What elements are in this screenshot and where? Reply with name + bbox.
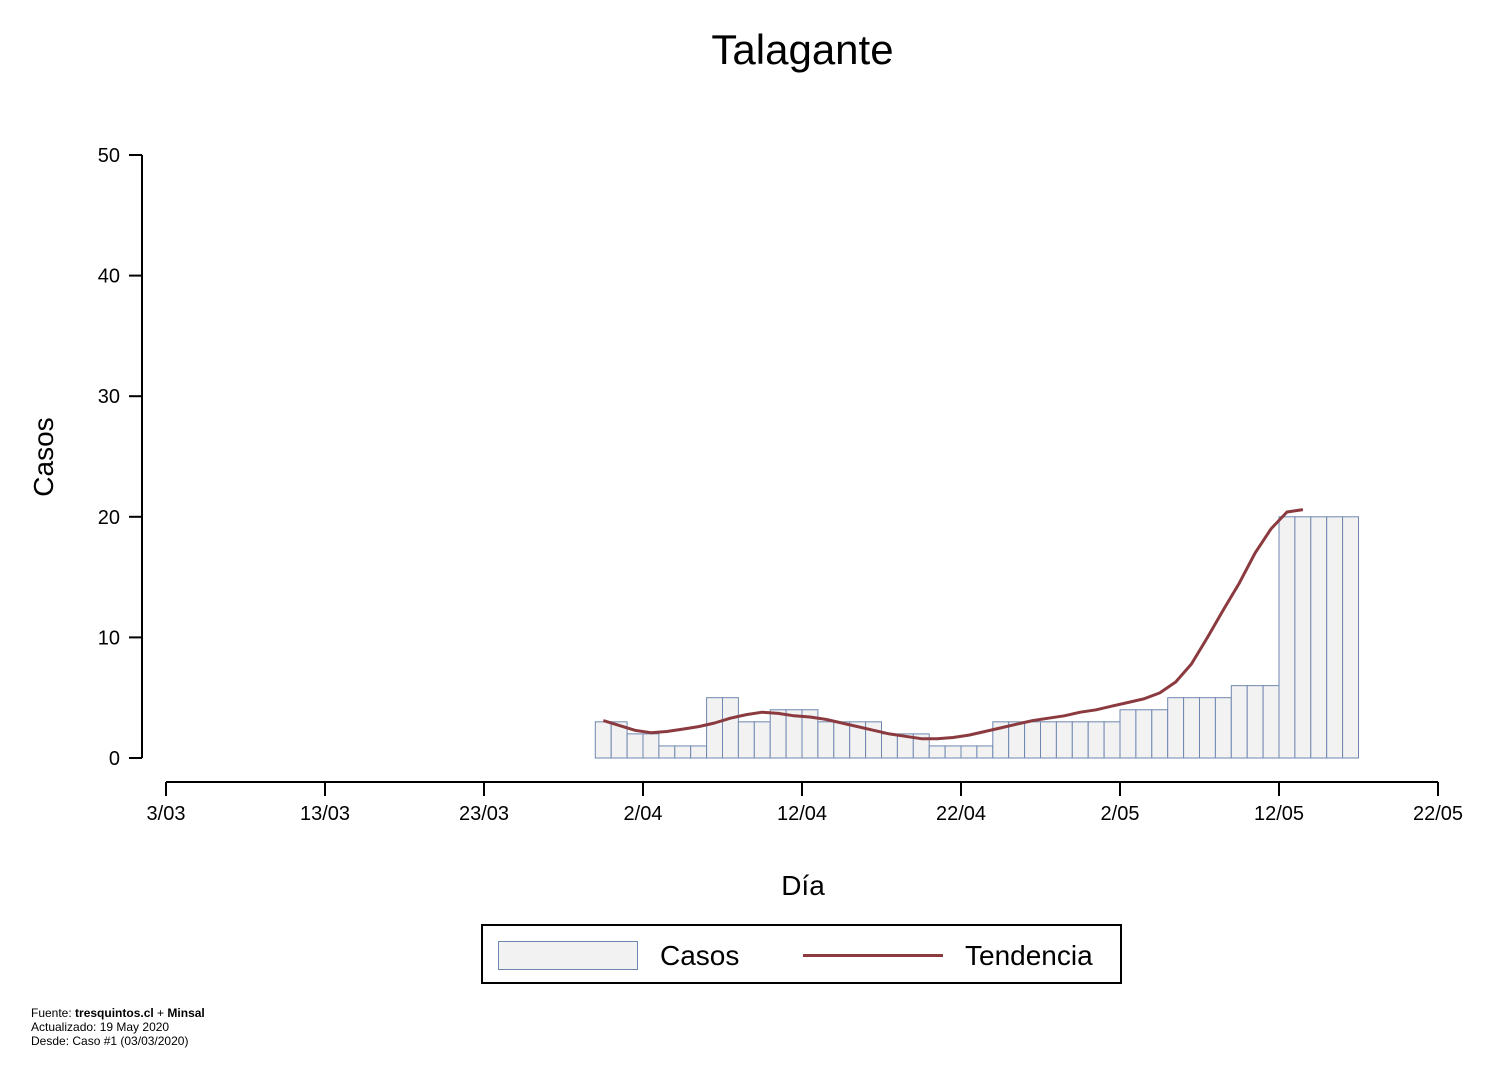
x-tick-label: 13/03 [300, 803, 350, 825]
y-tick-label: 20 [98, 507, 120, 529]
legend-tendencia-label: Tendencia [965, 940, 1093, 971]
legend-tendencia-swatch [803, 954, 943, 957]
bar-casos [1214, 697, 1232, 759]
footer-source-a: tresquintos.cl [75, 1006, 154, 1020]
x-tick-label: 22/04 [936, 803, 986, 825]
bar-casos [690, 745, 708, 759]
bar-casos [1119, 709, 1137, 759]
bar-casos [1326, 516, 1344, 759]
footer-updated: Actualizado: 19 May 2020 [31, 1020, 170, 1034]
bar-casos [642, 733, 660, 759]
bar-casos [1199, 697, 1216, 759]
bar-casos [1135, 709, 1153, 759]
x-tick-label: 3/03 [147, 803, 186, 825]
x-tick-label: 12/05 [1254, 803, 1304, 825]
y-tick-label: 40 [98, 266, 120, 288]
footer-source-line: Fuente: tresquintos.cl + Minsal [31, 1006, 205, 1020]
bar-casos [1071, 721, 1089, 759]
y-tick-label: 30 [98, 386, 120, 408]
bar-casos [753, 721, 771, 759]
bar-casos [1246, 685, 1264, 759]
bar-casos [706, 697, 723, 759]
y-tick-label: 50 [98, 145, 120, 167]
bar-casos [1103, 721, 1121, 759]
bar-casos [1183, 697, 1200, 759]
bar-casos [722, 697, 739, 759]
chart-title: Talagante [711, 26, 894, 73]
x-tick-label: 12/04 [777, 803, 827, 825]
x-tick-label: 22/05 [1413, 803, 1463, 825]
bar-casos [1262, 685, 1280, 759]
y-tick-label: 0 [109, 748, 120, 770]
footer-prefix: Fuente: [31, 1006, 76, 1020]
bar-casos [1087, 721, 1105, 759]
legend-casos-swatch [498, 941, 638, 970]
bar-casos [881, 733, 898, 759]
bar-casos [1294, 516, 1312, 759]
bar-casos [1167, 697, 1185, 759]
bar-casos [1278, 516, 1296, 759]
footer-since: Desde: Caso #1 (03/03/2020) [31, 1034, 189, 1048]
y-tick-label: 10 [98, 627, 120, 649]
x-tick-label: 2/05 [1101, 803, 1140, 825]
footer-source-b: Minsal [167, 1006, 205, 1020]
footer-joiner: + [153, 1006, 168, 1020]
bar-casos [1310, 516, 1328, 759]
x-tick-label: 23/03 [459, 803, 509, 825]
bar-casos [1342, 516, 1359, 759]
bar-casos [944, 745, 962, 759]
legend-casos-label: Casos [660, 940, 740, 971]
bar-casos [1040, 721, 1057, 759]
x-tick-label: 2/04 [624, 803, 663, 825]
source-footer: Fuente: tresquintos.cl + Minsal Actualiz… [31, 1006, 205, 1048]
bar-casos [737, 721, 755, 759]
x-axis-label: Día [781, 870, 825, 901]
bar-casos [769, 709, 787, 759]
trend-line-tendencia [602, 508, 1304, 741]
bar-casos [658, 745, 676, 759]
bar-casos [976, 745, 994, 759]
bar-casos [1055, 721, 1073, 759]
bar-casos [1008, 721, 1026, 759]
bar-casos [1151, 709, 1169, 759]
bar-casos [1024, 721, 1041, 759]
bar-casos [674, 745, 692, 759]
bar-casos [626, 733, 644, 759]
bar-casos [833, 721, 851, 759]
bar-casos [594, 721, 612, 759]
bar-casos [960, 745, 978, 759]
bar-casos [1230, 685, 1248, 759]
chart-legend: Casos Tendencia [481, 924, 1122, 984]
bar-casos [928, 745, 946, 759]
bar-casos [865, 721, 882, 759]
bar-casos [817, 721, 835, 759]
